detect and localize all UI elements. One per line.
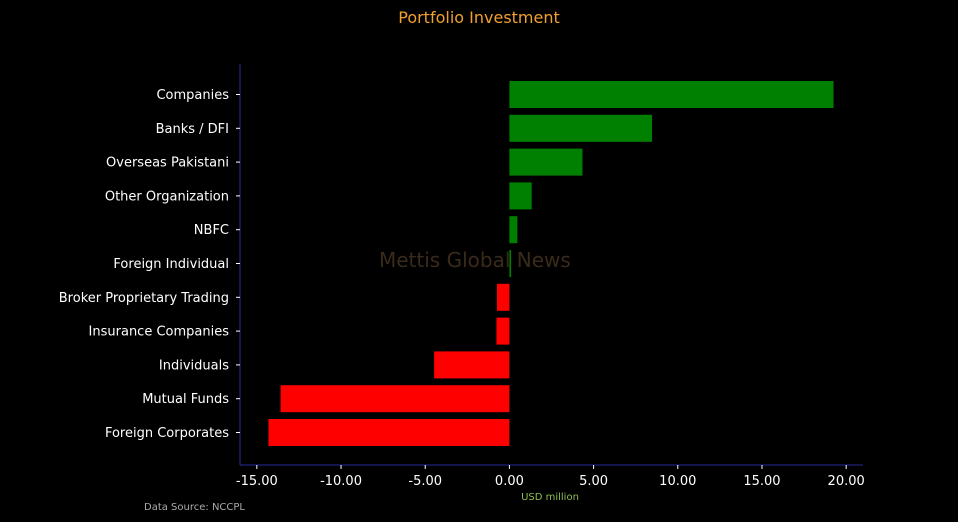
category-label: Insurance Companies bbox=[89, 325, 230, 340]
category-label: Foreign Individual bbox=[113, 257, 229, 272]
bar bbox=[268, 419, 510, 446]
bar bbox=[496, 317, 510, 345]
bar bbox=[509, 114, 653, 142]
x-tick-label: 15.00 bbox=[743, 474, 780, 489]
category-label: Other Organization bbox=[105, 189, 229, 204]
category-label: Broker Proprietary Trading bbox=[59, 291, 229, 306]
watermark: Mettis Global News bbox=[379, 248, 571, 272]
category-label: Foreign Corporates bbox=[105, 426, 229, 441]
category-label: NBFC bbox=[194, 223, 229, 238]
category-label: Banks / DFI bbox=[156, 122, 229, 137]
x-tick-label: 0.00 bbox=[495, 474, 524, 489]
bar bbox=[280, 385, 510, 413]
chart-title: Portfolio Investment bbox=[398, 8, 560, 27]
category-label: Mutual Funds bbox=[142, 392, 229, 407]
x-tick-label: -5.00 bbox=[408, 474, 442, 489]
data-source-note: Data Source: NCCPL bbox=[144, 502, 245, 513]
bar bbox=[509, 216, 518, 244]
x-tick-label: -10.00 bbox=[320, 474, 362, 489]
category-label: Overseas Pakistani bbox=[106, 156, 229, 171]
x-axis-label: USD million bbox=[521, 492, 579, 503]
bar bbox=[509, 182, 532, 210]
x-tick-label: 5.00 bbox=[579, 474, 608, 489]
bar bbox=[509, 81, 834, 108]
bar bbox=[434, 351, 510, 379]
x-tick-label: 10.00 bbox=[659, 474, 696, 489]
bar bbox=[496, 283, 510, 311]
bar bbox=[509, 250, 512, 277]
category-label: Individuals bbox=[159, 358, 229, 373]
x-tick-label: -15.00 bbox=[236, 474, 278, 489]
bar bbox=[509, 148, 583, 176]
category-label: Companies bbox=[156, 88, 229, 103]
x-tick-label: 20.00 bbox=[828, 474, 865, 489]
